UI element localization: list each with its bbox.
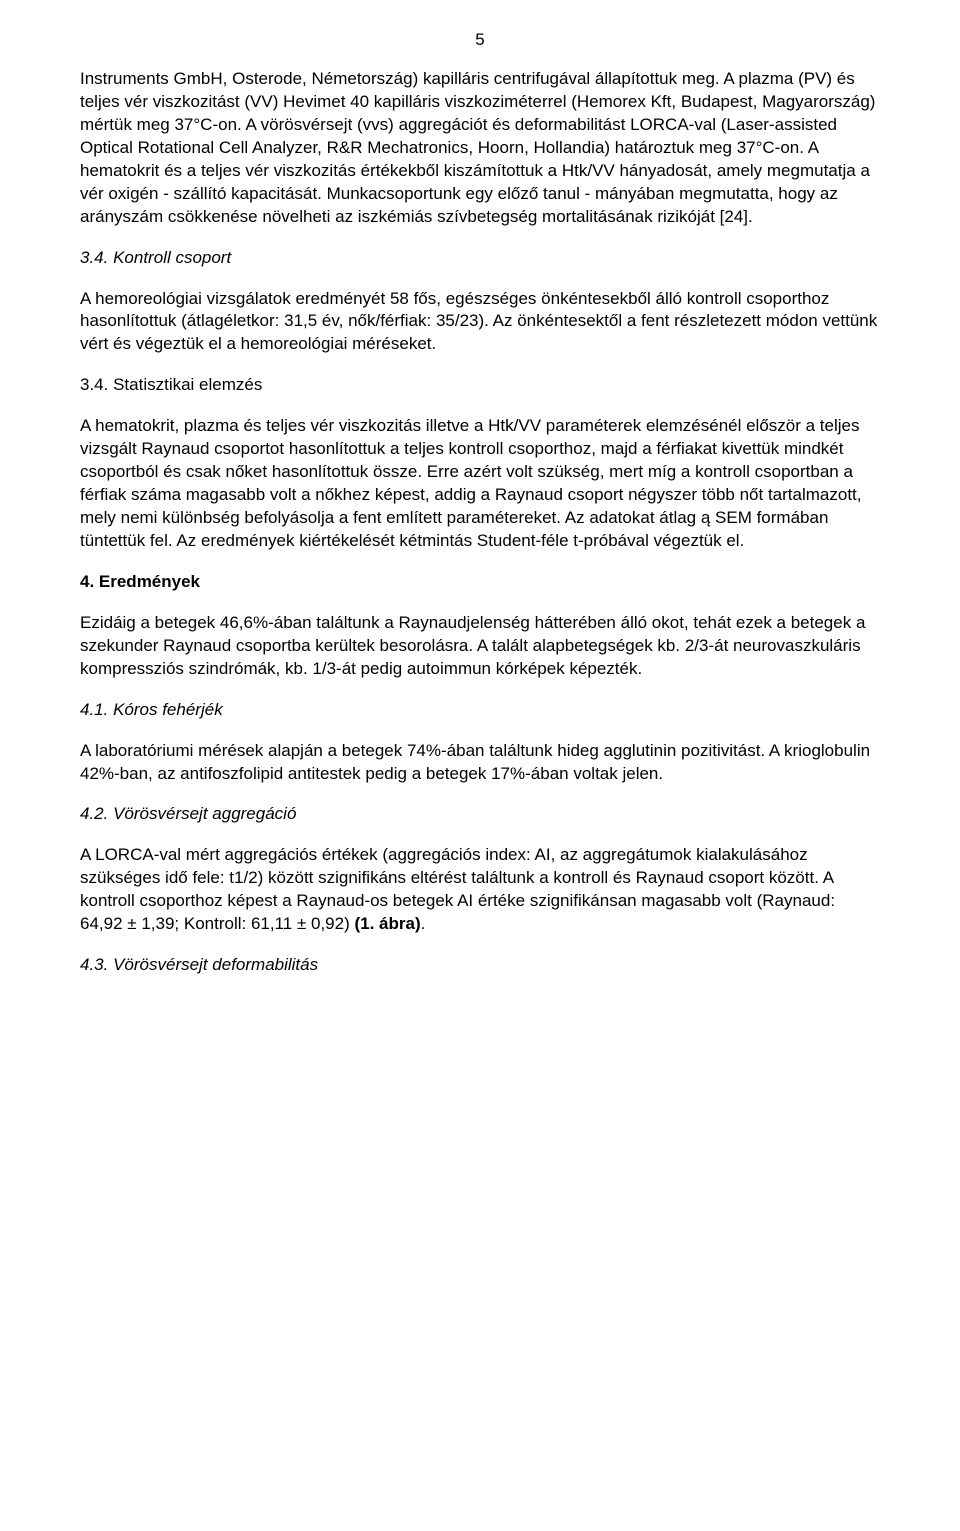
section-heading: 4.2. Vörösvérsejt aggregáció <box>80 803 880 826</box>
section-heading-main: 4. Eredmények <box>80 571 880 594</box>
page-number: 5 <box>80 30 880 50</box>
section-heading: 4.3. Vörösvérsejt deformabilitás <box>80 954 880 977</box>
section-heading: 4.1. Kóros fehérjék <box>80 699 880 722</box>
document-page: 5 Instruments GmbH, Osterode, Németorszá… <box>0 0 960 1531</box>
body-paragraph: A LORCA-val mért aggregációs értékek (ag… <box>80 844 880 936</box>
body-paragraph: Instruments GmbH, Osterode, Németország)… <box>80 68 880 229</box>
section-heading: 3.4. Statisztikai elemzés <box>80 374 880 397</box>
paragraph-text: A LORCA-val mért aggregációs értékek (ag… <box>80 845 835 933</box>
body-paragraph: A hematokrit, plazma és teljes vér viszk… <box>80 415 880 553</box>
section-heading: 3.4. Kontroll csoport <box>80 247 880 270</box>
figure-reference: (1. ábra) <box>354 914 420 933</box>
body-paragraph: A hemoreológiai vizsgálatok eredményét 5… <box>80 288 880 357</box>
body-paragraph: Ezidáig a betegek 46,6%-ában találtunk a… <box>80 612 880 681</box>
body-paragraph: A laboratóriumi mérések alapján a betege… <box>80 740 880 786</box>
paragraph-text: . <box>421 914 426 933</box>
